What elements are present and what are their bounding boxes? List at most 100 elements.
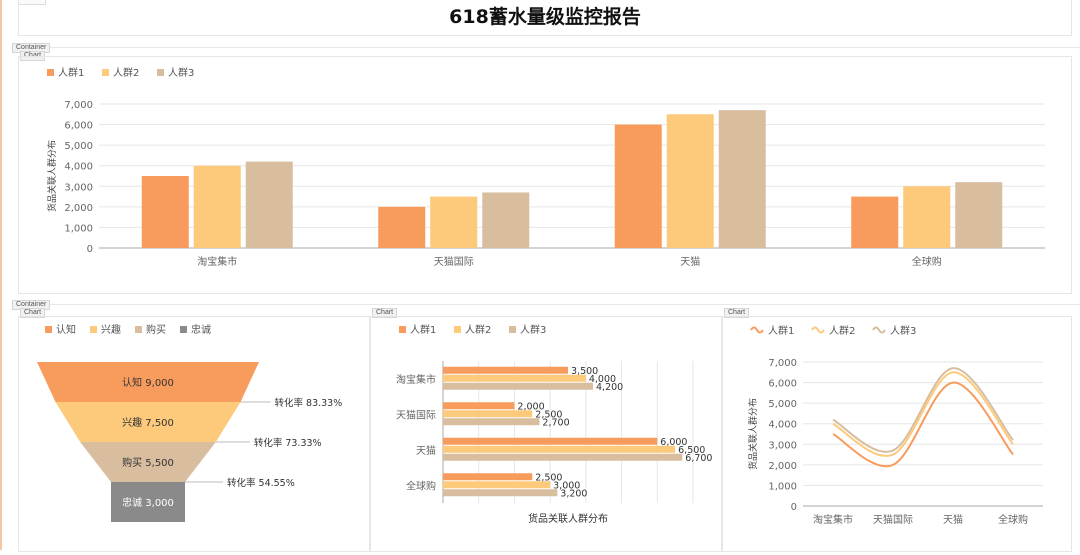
y-tick-label: 全球购 — [406, 479, 436, 492]
conversion-label: 转化率 83.33% — [275, 397, 343, 409]
data-label: 6,700 — [685, 453, 712, 464]
y-tick-label: 7,000 — [768, 358, 797, 369]
legend-label: 购买 — [146, 323, 166, 336]
legend-label: 人群1 — [768, 324, 794, 337]
bar — [851, 196, 899, 248]
conversion-label: 转化率 54.55% — [227, 477, 295, 489]
funnel-stage — [111, 482, 185, 522]
legend-marker — [157, 69, 164, 76]
legend-marker — [135, 326, 142, 333]
y-axis-title: 货品关联人群分布 — [46, 140, 58, 212]
legend-label: 人群3 — [168, 66, 194, 79]
x-tick-label: 天猫国际 — [873, 513, 913, 526]
x-tick-label: 天猫 — [943, 513, 963, 526]
legend-label: 兴趣 — [101, 323, 121, 336]
y-tick-label: 天猫 — [416, 444, 436, 457]
x-tick-label: 天猫 — [680, 255, 700, 268]
y-tick-label: 2,000 — [768, 461, 797, 472]
legend-marker — [45, 326, 52, 333]
bar — [378, 206, 426, 248]
legend-marker — [47, 69, 54, 76]
data-label: 2,700 — [542, 417, 569, 428]
x-tick-label: 淘宝集市 — [197, 255, 237, 268]
line-chart: 人群1 人群2 人群3 0 1,000 2,000 3,000 4,000 5,000 6,000… — [747, 324, 1043, 526]
legend-label: 忠诚 — [191, 324, 211, 336]
y-tick-label: 1,000 — [768, 481, 797, 492]
bar — [443, 473, 533, 481]
bar — [443, 402, 515, 410]
y-tick-label: 2,000 — [64, 203, 93, 214]
data-label: 3,200 — [560, 488, 587, 499]
chart-tag-funnel: Chart — [20, 308, 46, 318]
legend-label: 人群3 — [520, 323, 546, 336]
funnel-stage — [55, 402, 241, 442]
bar — [443, 366, 568, 374]
chart-tag-line: Chart — [724, 308, 750, 318]
legend-label: 人群1 — [58, 66, 84, 79]
legend-label: 人群1 — [410, 323, 436, 336]
funnel-chart-panel: 认知 兴趣 购买 忠诚 认知 9,000 转化率 83.33% 兴趣 7,500 转化率 73… — [18, 316, 370, 552]
y-tick-label: 淘宝集市 — [396, 373, 436, 386]
y-axis-title: 货品关联人群分布 — [747, 398, 759, 470]
container-divider-bottom — [12, 304, 1080, 305]
bar — [443, 489, 558, 497]
y-tick-label: 7,000 — [64, 100, 93, 111]
conversion-label: 转化率 73.33% — [254, 437, 322, 449]
legend-label: 人群2 — [829, 324, 855, 337]
data-label: 2,000 — [517, 401, 544, 412]
legend-marker — [90, 326, 97, 333]
bar — [430, 196, 478, 248]
bar — [443, 418, 540, 426]
legend-marker — [399, 326, 406, 333]
line-chart-panel: 人群1 人群2 人群3 0 1,000 2,000 3,000 4,000 5,000 6,000… — [722, 316, 1072, 552]
legend-label: 人群3 — [890, 324, 916, 337]
chart-tag-hbar: Chart — [372, 308, 398, 318]
y-tick-label: 3,000 — [768, 440, 797, 451]
funnel-stage-label: 忠诚 3,000 — [122, 497, 174, 509]
bar — [443, 374, 586, 382]
y-tick-label: 天猫国际 — [396, 408, 436, 421]
grouped-bar-chart: 人群1 人群2 人群3 0 1,000 2,000 3,000 4,000 5,000 6,000… — [46, 66, 1045, 268]
funnel-stage-label: 兴趣 7,500 — [122, 416, 174, 429]
legend-line-marker — [750, 326, 764, 334]
report-title: 618蓄水量级监控报告 — [449, 6, 641, 28]
funnel-stage — [80, 442, 216, 482]
legend-marker — [454, 326, 461, 333]
legend-label: 认知 — [56, 323, 76, 336]
bar — [443, 437, 658, 445]
y-tick-label: 0 — [791, 502, 797, 513]
bar — [443, 453, 683, 461]
y-tick-label: 3,000 — [64, 182, 93, 193]
bar — [443, 410, 533, 418]
series-line — [832, 371, 1014, 457]
bar — [955, 182, 1003, 248]
y-tick-label: 4,000 — [64, 162, 93, 173]
bar — [614, 124, 662, 248]
legend-line-marker — [872, 326, 886, 334]
data-label: 6,500 — [678, 445, 705, 456]
y-tick-label: 5,000 — [768, 399, 797, 410]
y-tick-label: 6,000 — [64, 121, 93, 132]
legend-line-marker — [811, 326, 825, 334]
bar — [718, 110, 766, 248]
data-label: 2,500 — [535, 409, 562, 420]
horizontal-bar-chart-panel: 人群1 人群2 人群3 淘宝集市 3,500 4,000 4,200 天猫国际 2,000 2,5… — [370, 316, 722, 552]
funnel-stage — [37, 362, 259, 402]
x-tick-label: 淘宝集市 — [813, 513, 853, 526]
legend-marker — [180, 326, 187, 333]
x-tick-label: 天猫国际 — [434, 255, 474, 268]
bar — [443, 445, 676, 453]
legend-marker — [102, 69, 109, 76]
x-tick-label: 全球购 — [998, 513, 1028, 526]
funnel-stage-label: 购买 5,500 — [122, 456, 174, 469]
data-label: 4,000 — [589, 374, 616, 385]
bar — [482, 192, 530, 248]
horizontal-bar-chart: 人群1 人群2 人群3淘宝集市3,5004,0004,200天猫国际2,0002,5… — [396, 323, 712, 525]
y-tick-label: 5,000 — [64, 141, 93, 152]
data-label: 3,500 — [571, 366, 598, 377]
legend-label: 人群2 — [113, 66, 139, 79]
x-axis-title: 货品关联人群分布 — [528, 512, 608, 525]
bar — [193, 165, 241, 248]
y-tick-label: 1,000 — [64, 223, 93, 234]
